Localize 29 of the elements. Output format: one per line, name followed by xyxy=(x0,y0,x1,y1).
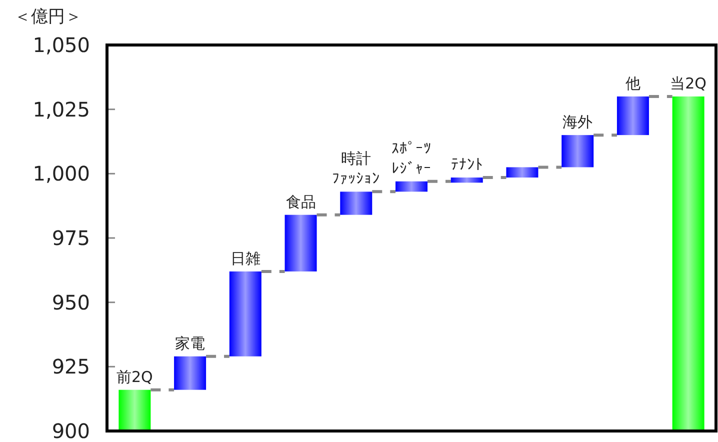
y-tick-label: 1,000 xyxy=(32,162,90,186)
bar xyxy=(174,356,206,390)
bar xyxy=(118,390,151,431)
x-tick-label: 他 xyxy=(625,74,640,92)
x-tick-label: 前2Q xyxy=(116,368,153,386)
y-tick-label: 1,050 xyxy=(32,33,90,57)
bar xyxy=(616,96,649,136)
x-tick-label: ﾃﾅﾝﾄ xyxy=(450,156,483,174)
x-tick-label: 海外 xyxy=(562,113,593,132)
y-axis-title: ＜億円＞ xyxy=(14,7,82,27)
bar xyxy=(396,181,428,192)
y-tick-label: 975 xyxy=(52,226,90,250)
y-tick-label: 900 xyxy=(52,419,90,442)
x-tick-label: 時計ﾌｧｯｼｮﾝ xyxy=(332,150,380,188)
bar xyxy=(506,167,538,178)
bar xyxy=(340,192,372,215)
y-tick-label: 925 xyxy=(52,354,90,379)
y-tick-label: 950 xyxy=(52,290,90,314)
y-tick-label: 1,025 xyxy=(32,97,90,122)
x-tick-label: ｽﾎﾟｰﾂﾚｼﾞｬｰ xyxy=(392,139,432,178)
bar xyxy=(450,178,483,183)
bar xyxy=(284,214,317,272)
x-tick-label: 当2Q xyxy=(670,74,706,92)
x-tick-label: 家電 xyxy=(175,334,206,352)
x-tick-label: 日雑 xyxy=(230,249,260,268)
bar xyxy=(229,271,262,356)
x-tick-label: 食品 xyxy=(286,192,316,211)
bar xyxy=(562,135,594,168)
bar xyxy=(672,96,704,431)
